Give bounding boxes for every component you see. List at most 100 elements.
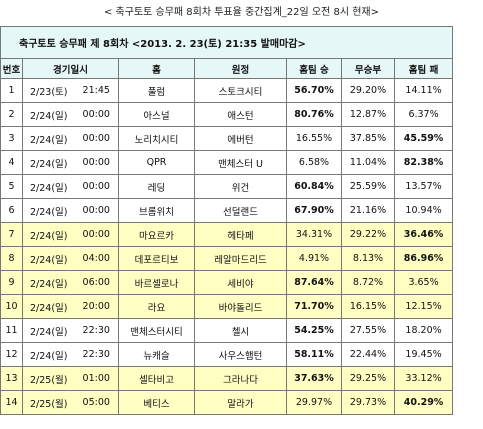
column-header: 무승부 — [341, 58, 395, 79]
table-cell: 라요 — [118, 294, 195, 319]
table-cell: 8 — [0, 246, 23, 271]
table-row: 5 2/24(일) 00:00 레딩 위건 60.84% 25.59% 13.57% — [0, 174, 454, 199]
table-cell: 05:00 — [74, 390, 119, 415]
table-cell: 10 — [0, 294, 23, 319]
table-cell: 첼시 — [194, 318, 287, 343]
table-cell: 2/24(일) — [22, 198, 75, 223]
table-cell: 12.87% — [341, 102, 395, 127]
table-cell: 마요르카 — [118, 222, 195, 247]
table-cell: 3.65% — [393, 270, 454, 295]
table-row: 3 2/24(일) 00:00 노리치시티 에버턴 16.55% 37.85% 45.59% — [0, 126, 454, 151]
table-cell: 12.15% — [393, 294, 454, 319]
table-cell: 그라나다 — [194, 366, 287, 391]
table-cell: 풀럼 — [118, 78, 195, 103]
table-cell: 3 — [0, 126, 23, 151]
table-cell: 브롬위치 — [118, 198, 195, 223]
table-cell: 22:30 — [74, 318, 119, 343]
table-cell: 13.57% — [393, 174, 454, 199]
table-cell: 22:30 — [74, 342, 119, 367]
table-cell: 2/24(일) — [22, 342, 75, 367]
table-cell: 레딩 — [118, 174, 195, 199]
table-cell: 22.44% — [341, 342, 395, 367]
table-cell: 2/24(일) — [22, 102, 75, 127]
table-cell: 82.38% — [393, 150, 454, 175]
table-cell: 6.58% — [286, 150, 342, 175]
table-cell: 애스턴 — [194, 102, 287, 127]
table-cell: 헤타페 — [194, 222, 287, 247]
table-cell: 9 — [0, 270, 23, 295]
table-cell: 세비야 — [194, 270, 287, 295]
table-cell: 37.63% — [286, 366, 342, 391]
table-cell: 13 — [0, 366, 23, 391]
table-cell: 21:45 — [74, 78, 119, 103]
table-cell: 21.16% — [341, 198, 395, 223]
table-cell: 37.85% — [341, 126, 395, 151]
table-cell: 29.22% — [341, 222, 395, 247]
table-cell: 06:00 — [74, 270, 119, 295]
table-cell: 7 — [0, 222, 23, 247]
table-cell: 11 — [0, 318, 23, 343]
table-cell: 위건 — [194, 174, 287, 199]
table-cell: 레알마드리드 — [194, 246, 287, 271]
table-cell: 34.31% — [286, 222, 342, 247]
table-cell: 01:00 — [74, 366, 119, 391]
table-cell: 87.64% — [286, 270, 342, 295]
table-cell: 2/24(일) — [22, 270, 75, 295]
table-cell: 에버턴 — [194, 126, 287, 151]
table-row: 12 2/24(일) 22:30 뉴캐슬 사우스햄턴 58.11% 22.44% 19.45% — [0, 342, 454, 367]
column-header: 홈팀 승 — [286, 58, 342, 79]
table-cell: 2/24(일) — [22, 126, 75, 151]
column-header: 번호 — [0, 58, 23, 79]
table-cell: 데포르티보 — [118, 246, 195, 271]
table-row: 1 2/23(토) 21:45 풀럼 스토크시티 56.70% 29.20% 14.11% — [0, 78, 454, 103]
table-cell: 4.91% — [286, 246, 342, 271]
table-row: 4 2/24(일) 00:00 QPR 맨체스터 U 6.58% 11.04% 82.38% — [0, 150, 454, 175]
table-cell: 11.04% — [341, 150, 395, 175]
table-cell: 2/24(일) — [22, 294, 75, 319]
table-cell: QPR — [118, 150, 195, 175]
table-cell: 아스널 — [118, 102, 195, 127]
table-cell: 2/23(토) — [22, 78, 75, 103]
table-cell: 20:00 — [74, 294, 119, 319]
table-row: 2 2/24(일) 00:00 아스널 애스턴 80.76% 12.87% 6.37% — [0, 102, 454, 127]
table-cell: 54.25% — [286, 318, 342, 343]
table-cell: 29.25% — [341, 366, 395, 391]
table-cell: 선덜랜드 — [194, 198, 287, 223]
table-cell: 8.13% — [341, 246, 395, 271]
table-cell: 노리치시티 — [118, 126, 195, 151]
table-cell: 25.59% — [341, 174, 395, 199]
table-cell: 4 — [0, 150, 23, 175]
table-cell: 00:00 — [74, 198, 119, 223]
table-cell: 16.15% — [341, 294, 395, 319]
table-cell: 29.97% — [286, 390, 342, 415]
caption-row: 축구토토 승무패 제 8회차 <2013. 2. 23(토) 21:35 발매마… — [0, 26, 454, 59]
table-cell: 6 — [0, 198, 23, 223]
table-cell: 00:00 — [74, 102, 119, 127]
table-cell: 56.70% — [286, 78, 342, 103]
table-cell: 5 — [0, 174, 23, 199]
table-cell: 2/24(일) — [22, 150, 75, 175]
table-cell: 36.46% — [393, 222, 454, 247]
vote-table: 축구토토 승무패 제 8회차 <2013. 2. 23(토) 21:35 발매마… — [0, 26, 454, 415]
table-cell: 2/24(일) — [22, 318, 75, 343]
table-caption: 축구토토 승무패 제 8회차 <2013. 2. 23(토) 21:35 발매마… — [0, 26, 454, 59]
column-header: 경기일시 — [22, 58, 119, 79]
table-cell: 1 — [0, 78, 23, 103]
table-cell: 베티스 — [118, 390, 195, 415]
table-cell: 2 — [0, 102, 23, 127]
table-cell: 바야돌리드 — [194, 294, 287, 319]
table-cell: 18.20% — [393, 318, 454, 343]
table-cell: 뉴캐슬 — [118, 342, 195, 367]
table-row: 13 2/25(월) 01:00 셀타비고 그라나다 37.63% 29.25% 33.12% — [0, 366, 454, 391]
table-cell: 33.12% — [393, 366, 454, 391]
table-cell: 27.55% — [341, 318, 395, 343]
table-cell: 8.72% — [341, 270, 395, 295]
table-cell: 2/25(월) — [22, 390, 75, 415]
table-cell: 16.55% — [286, 126, 342, 151]
table-row: 6 2/24(일) 00:00 브롬위치 선덜랜드 67.90% 21.16% 10.94% — [0, 198, 454, 223]
table-cell: 45.59% — [393, 126, 454, 151]
table-cell: 00:00 — [74, 174, 119, 199]
table-row: 14 2/25(월) 05:00 베티스 말라가 29.97% 29.73% 40.29% — [0, 390, 454, 415]
header-row: 번호 경기일시 홈 원정 홈팀 승 무승부 홈팀 패 — [0, 58, 454, 79]
table-row: 8 2/24(일) 04:00 데포르티보 레알마드리드 4.91% 8.13% 86.96% — [0, 246, 454, 271]
